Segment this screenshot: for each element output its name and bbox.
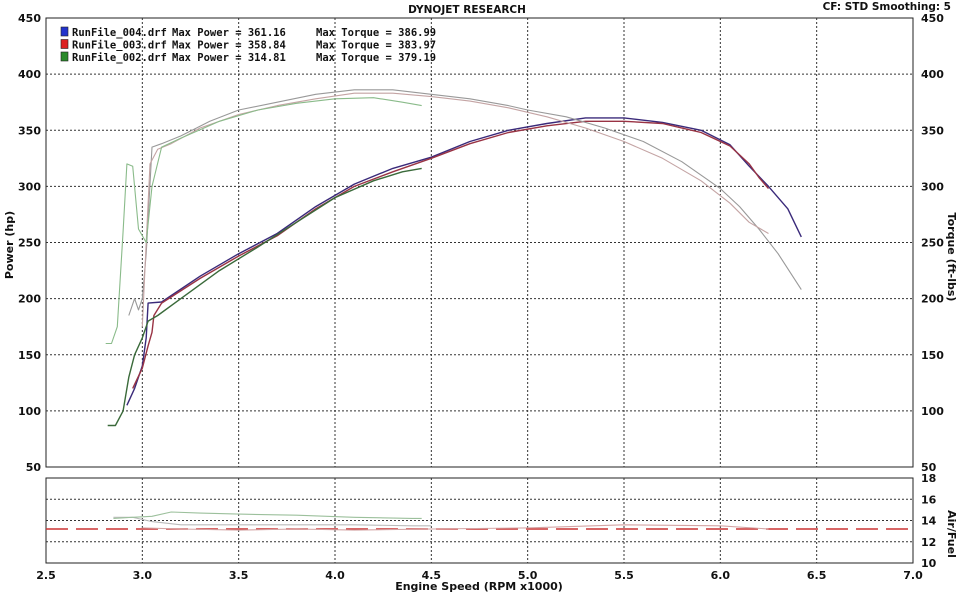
x-tick-label: 6.0 <box>711 569 731 582</box>
y-tick-left: 50 <box>26 461 42 474</box>
power-torque-panel: 50 100 150 200 250 300 350 400 450 50 100 150 200 250… <box>18 12 944 474</box>
y-tick-left: 400 <box>18 68 41 81</box>
legend-swatch <box>60 51 69 62</box>
y-tick-left: 150 <box>18 349 41 362</box>
legend-file: RunFile_002.drf <box>72 52 167 64</box>
afr-curve <box>142 524 769 531</box>
y-tick-left: 250 <box>18 237 41 250</box>
y-tick-right: 400 <box>921 68 944 81</box>
afr-tick: 18 <box>921 472 936 485</box>
x-tick-label: 6.5 <box>807 569 827 582</box>
afr-tick: 16 <box>921 493 937 506</box>
x-tick-label: 5.0 <box>518 569 538 582</box>
legend-swatch <box>60 39 69 49</box>
afr-curve <box>113 511 422 519</box>
chart-title: DYNOJET RESEARCH <box>408 4 526 16</box>
x-axis-label: Engine Speed (RPM x1000) <box>395 580 563 593</box>
x-axis: 2.5 3.0 3.5 4.0 4.5 5.0 5.5 6.0 6.5 7.0 <box>36 569 923 582</box>
y-tick-left: 200 <box>18 293 41 306</box>
legend: RunFile_004.drf Max Power = 361.16 Max Tor… <box>60 26 436 64</box>
legend-torque: Max Torque = 383.97 <box>316 40 436 52</box>
x-tick-label: 5.5 <box>614 569 634 582</box>
legend-power: Max Power = 314.81 <box>172 52 286 64</box>
legend-power: Max Power = 361.16 <box>172 27 286 39</box>
legend-power: Max Power = 358.84 <box>172 40 286 52</box>
y-tick-left: 300 <box>18 180 41 193</box>
y-tick-left: 350 <box>18 124 41 137</box>
y-tick-right: 300 <box>921 180 944 193</box>
legend-file: RunFile_003.drf <box>72 40 167 52</box>
x-tick-label: 4.5 <box>422 569 442 582</box>
torque-curve <box>141 92 769 327</box>
x-tick-label: 3.0 <box>133 569 153 582</box>
afr-axis-label: Air/Fuel <box>945 510 958 558</box>
y-tick-right: 200 <box>921 293 944 306</box>
legend-swatch <box>60 26 69 37</box>
y-tick-right: 350 <box>921 124 944 137</box>
legend-file: RunFile_004.drf <box>72 27 167 39</box>
power-curve <box>126 117 802 406</box>
correction-info: CF: STD Smoothing: 5 <box>823 1 951 13</box>
legend-torque: Max Torque = 386.99 <box>316 27 436 39</box>
legend-torque: Max Torque = 379.19 <box>316 52 436 64</box>
afr-curve <box>113 516 432 527</box>
air-fuel-panel: 10 12 14 16 18 <box>45 472 937 570</box>
x-tick-label: 2.5 <box>36 569 56 582</box>
x-tick-label: 7.0 <box>903 569 923 582</box>
y-tick-left: 450 <box>18 12 41 25</box>
torque-curve <box>128 89 802 316</box>
y-tick-right: 250 <box>921 237 944 250</box>
torque-curve <box>105 97 422 345</box>
y-axis-left-label: Power (hp) <box>3 211 16 279</box>
x-tick-label: 4.0 <box>325 569 345 582</box>
y-tick-right: 450 <box>921 12 944 25</box>
y-tick-left: 100 <box>18 405 41 418</box>
power-curve <box>107 167 422 427</box>
afr-tick: 10 <box>921 557 937 570</box>
afr-tick: 14 <box>921 515 937 528</box>
y-tick-right: 150 <box>921 349 944 362</box>
y-tick-right: 100 <box>921 405 944 418</box>
afr-tick: 12 <box>921 536 936 549</box>
y-tick-right: 50 <box>921 461 937 474</box>
y-axis-right-label: Torque (ft-lbs) <box>945 213 958 302</box>
x-tick-label: 3.5 <box>229 569 249 582</box>
